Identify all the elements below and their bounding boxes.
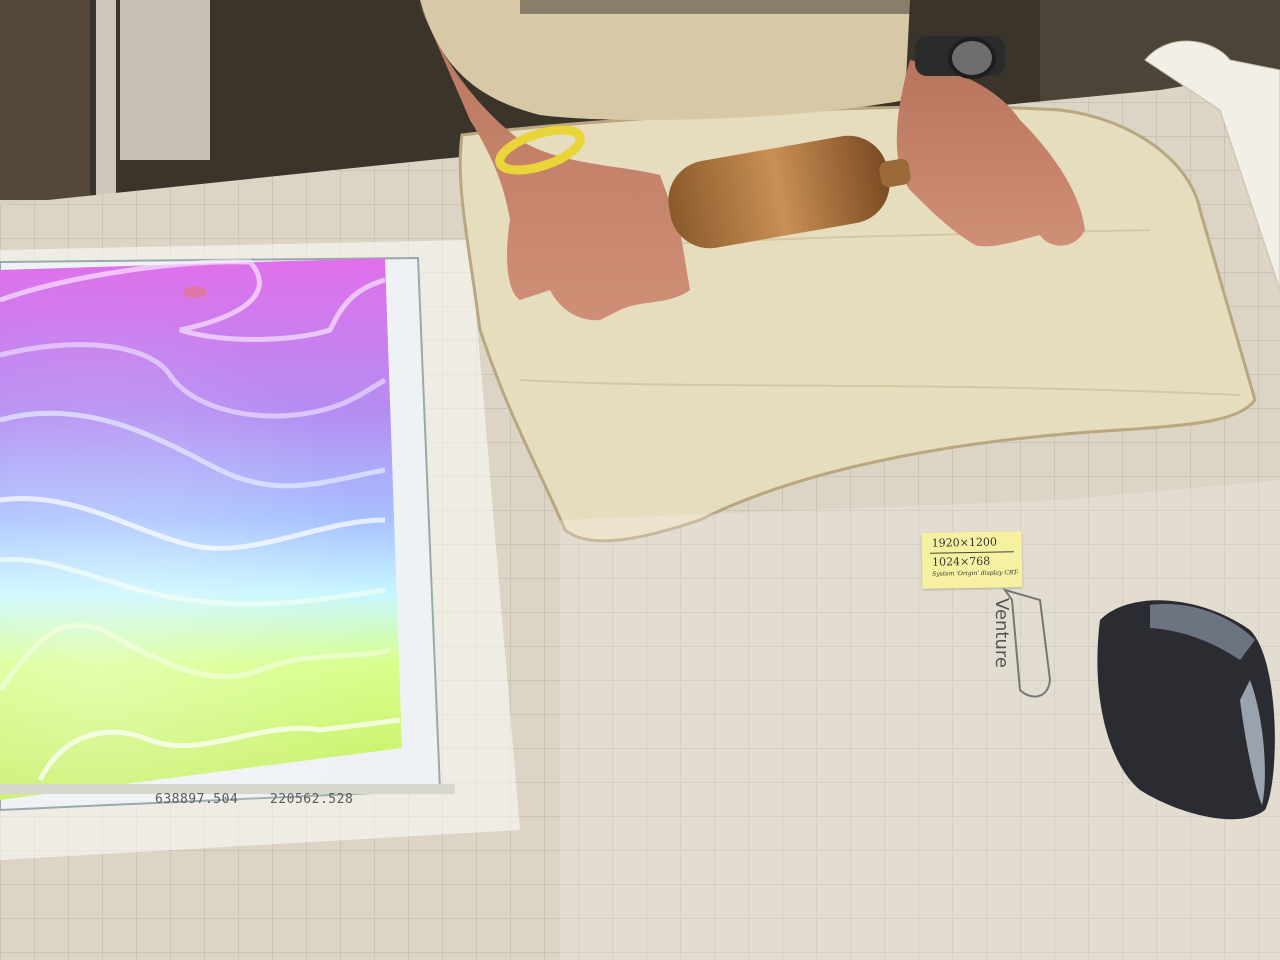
computer-mouse (1097, 600, 1275, 820)
coordinate-y: 220562.528 (270, 792, 354, 807)
projected-topography (0, 258, 402, 800)
paper-roll (1144, 40, 1280, 291)
coordinate-x: 638897.504 (155, 792, 239, 807)
sticky-note-line2: 1024×768 (931, 554, 991, 569)
person-torso (420, 0, 910, 120)
sticky-note-line3: System 'Origin' display CRT- (932, 569, 1019, 578)
tracing-paper (560, 480, 1280, 960)
rolling-pin (668, 135, 911, 249)
sticky-note-divider (929, 551, 1014, 554)
venture-logo-text: Venture (991, 598, 1012, 668)
yellow-wristband (495, 125, 585, 175)
sticky-note: 1920×1200 1024×768 System 'Origin' displ… (921, 531, 1023, 589)
right-arm (896, 60, 1085, 247)
sticky-note-line1: 1920×1200 (931, 535, 998, 550)
